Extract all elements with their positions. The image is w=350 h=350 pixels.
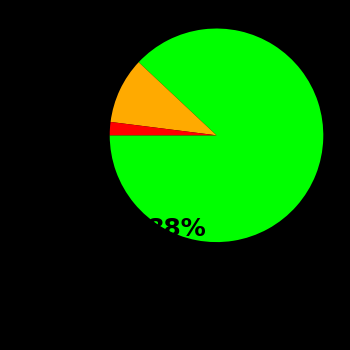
Wedge shape xyxy=(110,28,323,242)
Text: 88%: 88% xyxy=(147,217,206,241)
Text: 10%: 10% xyxy=(0,323,60,348)
Wedge shape xyxy=(111,62,217,135)
Wedge shape xyxy=(110,122,217,135)
